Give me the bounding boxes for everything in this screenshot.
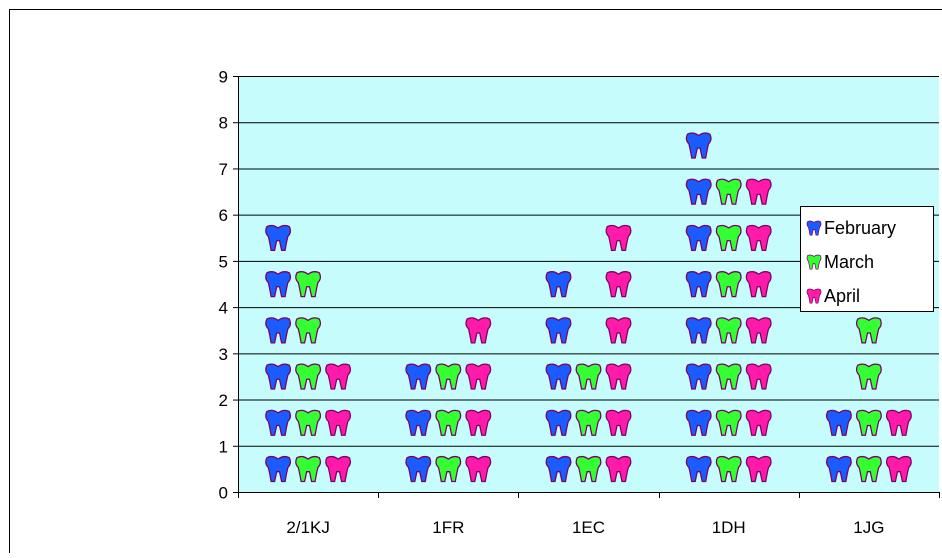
y-tick-label: 3 (219, 345, 228, 364)
y-tick-label: 8 (219, 114, 228, 133)
legend-label: February (824, 218, 896, 238)
x-tick-label: 1JG (853, 518, 884, 537)
x-tick-label: 1DH (712, 518, 746, 537)
y-tick-label: 9 (219, 68, 228, 87)
x-tick-label: 1EC (572, 518, 605, 537)
x-tick-label: 1FR (432, 518, 464, 537)
legend-label: April (824, 286, 860, 306)
y-tick-label: 1 (219, 437, 228, 456)
legend-item-march[interactable]: March (807, 252, 874, 272)
y-tick-label: 7 (219, 160, 228, 179)
legend: February March April (801, 207, 934, 312)
y-tick-label: 0 (219, 484, 228, 503)
y-tick-label: 2 (219, 391, 228, 410)
legend-label: March (824, 252, 874, 272)
x-tick-label: 2/1KJ (286, 518, 329, 537)
y-tick-label: 4 (219, 299, 228, 318)
y-tick-label: 6 (219, 206, 228, 225)
y-tick-label: 5 (219, 252, 228, 271)
